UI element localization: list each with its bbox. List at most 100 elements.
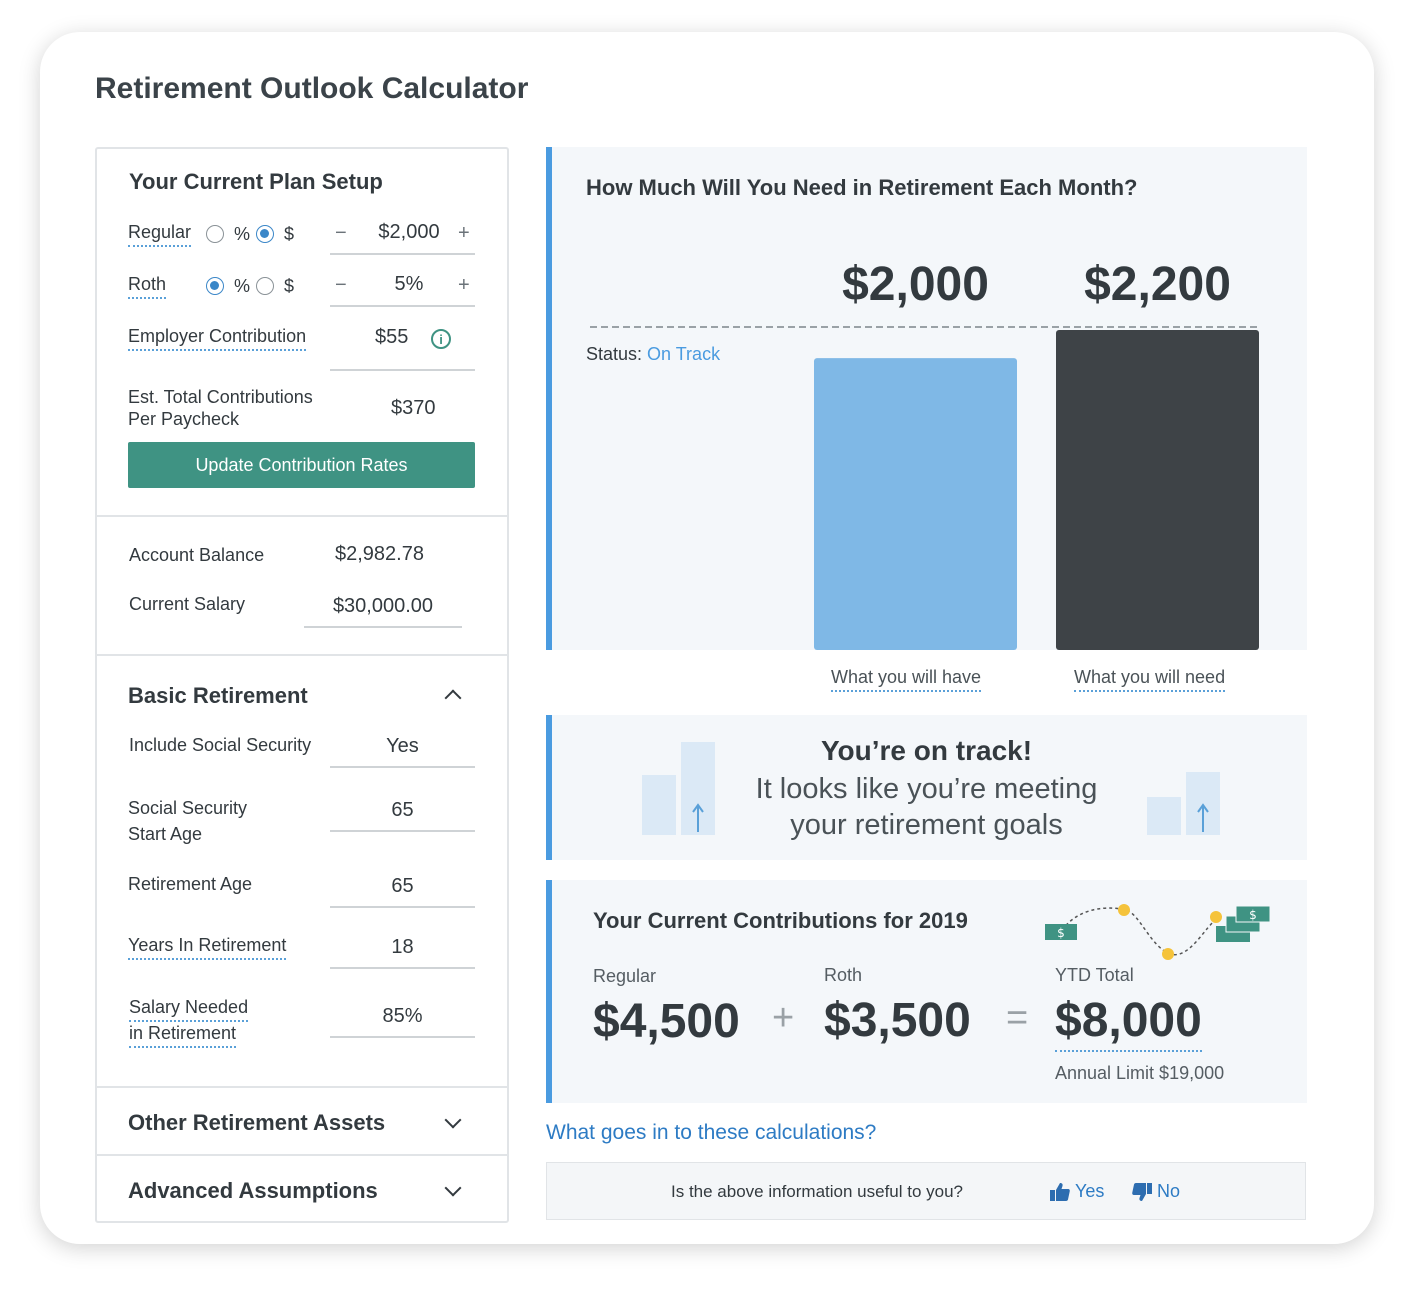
salary-needed-label-2[interactable]: in Retirement [129,1023,237,1048]
thumbs-down-icon [1132,1182,1152,1201]
regular-dollar-radio[interactable] [256,225,274,243]
include-ss-select[interactable]: Yes [386,735,419,757]
roth-dollar-label: $ [284,276,295,296]
svg-text:$: $ [1249,908,1257,922]
feedback-yes-label: Yes [1075,1181,1105,1201]
plan-setup-title: Your Current Plan Setup [129,169,383,194]
roth-plus-button[interactable]: + [458,274,470,296]
ss-start-age-label-2: Start Age [128,824,203,844]
ytd-total-value[interactable]: $8,000 [1055,993,1202,1052]
legend-what-you-will-need[interactable]: What you will need [1074,667,1226,692]
employer-divider [330,369,475,371]
salary-needed-label-1[interactable]: Salary Needed [129,997,249,1022]
chart-panel: How Much Will You Need in Retirement Eac… [546,147,1307,650]
bar-have [814,358,1017,650]
regular-plus-button[interactable]: + [458,222,470,244]
svg-text:$: $ [1057,926,1065,940]
salary-underline [304,626,462,628]
contributions-panel: Your Current Contributions for 2019 $ $ … [546,880,1307,1103]
on-track-line-1: It looks like you’re meeting [755,773,1098,805]
include-ss-label: Include Social Security [129,735,312,755]
bar-value-label-have: $2,000 [842,258,989,311]
status-value: On Track [647,344,721,364]
on-track-panel: You’re on track! It looks like you’re me… [546,715,1307,860]
plus-sign: + [772,997,795,1039]
thumbs-up-icon [1050,1182,1070,1201]
regular-percent-radio[interactable] [206,225,224,243]
current-salary-input[interactable]: $30,000.00 [332,595,434,617]
feedback-question: Is the above information useful to you? [671,1182,964,1201]
contributions-title: Your Current Contributions for 2019 [593,908,968,933]
years-in-retirement-label[interactable]: Years In Retirement [128,935,287,960]
section-divider [97,515,507,517]
roth-amount-input[interactable]: 5% [394,273,424,295]
basic-retirement-title[interactable]: Basic Retirement [128,683,308,708]
ss-start-age-underline [330,830,475,832]
account-balance-value: $2,982.78 [335,543,424,565]
roth-underline [330,305,475,307]
regular-amount-input[interactable]: $2,000 [378,221,440,243]
growth-bars-icon [1147,772,1220,835]
annual-limit: Annual Limit $19,000 [1055,1063,1225,1083]
chevron-up-icon[interactable] [444,689,462,707]
status-label: Status: [586,344,643,364]
regular-contrib-label: Regular [593,966,657,986]
roth-minus-button[interactable]: − [335,274,347,296]
ss-start-age-label-1: Social Security [128,798,248,818]
roth-percent-radio[interactable] [206,277,224,295]
legend-what-you-will-have[interactable]: What you will have [831,667,982,692]
section-divider [97,1086,507,1088]
bar-need [1056,330,1259,650]
total-contrib-label-1: Est. Total Contributions [128,387,313,407]
chart-title: How Much Will You Need in Retirement Eac… [586,175,1138,200]
regular-contrib-value: $4,500 [593,995,740,1048]
page-title: Retirement Outlook Calculator [95,72,529,105]
regular-minus-button[interactable]: − [335,222,347,244]
other-assets-title[interactable]: Other Retirement Assets [128,1110,386,1135]
retirement-age-underline [330,906,475,908]
roth-dollar-radio[interactable] [256,277,274,295]
roth-label[interactable]: Roth [128,274,167,299]
years-in-retirement-input[interactable]: 18 [391,936,414,958]
chevron-down-icon[interactable] [444,1111,462,1129]
regular-percent-label: % [234,224,251,244]
total-contrib-value: $370 [391,397,436,419]
feedback-no-label: No [1157,1181,1181,1201]
regular-underline [330,253,475,255]
salary-needed-input[interactable]: 85% [382,1005,423,1027]
feedback-bar: Is the above information useful to you? … [546,1162,1306,1220]
salary-needed-underline [330,1036,475,1038]
info-icon[interactable]: i [431,329,451,349]
money-path-icon: $ $ [1045,904,1271,960]
feedback-yes-button[interactable]: Yes [1049,1181,1104,1202]
section-divider [97,654,507,656]
status-text: Status: On Track [586,344,720,365]
roth-percent-label: % [234,276,251,296]
regular-label[interactable]: Regular [128,222,192,247]
current-salary-label: Current Salary [129,594,246,614]
account-balance-label: Account Balance [129,545,265,565]
retirement-age-input[interactable]: 65 [391,875,414,897]
advanced-assumptions-title[interactable]: Advanced Assumptions [128,1178,378,1203]
regular-dollar-label: $ [284,224,295,244]
update-contribution-rates-button[interactable]: Update Contribution Rates [128,442,475,488]
calculations-info-link[interactable]: What goes in to these calculations? [546,1121,877,1144]
total-contrib-label-2: Per Paycheck [128,409,240,429]
feedback-no-button[interactable]: No [1131,1181,1180,1202]
include-ss-underline [330,766,475,768]
on-track-title: You’re on track! [820,735,1033,766]
equals-sign: = [1006,997,1029,1039]
ss-start-age-input[interactable]: 65 [391,799,414,821]
growth-bars-icon [642,742,715,835]
retirement-age-label: Retirement Age [128,874,253,894]
roth-contrib-label: Roth [824,965,863,985]
years-in-retirement-underline [330,967,475,969]
employer-contribution-label[interactable]: Employer Contribution [128,326,307,351]
on-track-line-2: your retirement goals [790,809,1063,841]
employer-contribution-value: $55 [375,326,409,348]
settings-panel: Your Current Plan Setup Regular % $ − $2… [95,147,509,1223]
ytd-total-label: YTD Total [1055,965,1134,985]
monthly-need-chart: $2,000 $2,200 [590,258,1260,650]
chevron-down-icon[interactable] [444,1179,462,1197]
bar-value-label-need: $2,200 [1084,258,1231,311]
